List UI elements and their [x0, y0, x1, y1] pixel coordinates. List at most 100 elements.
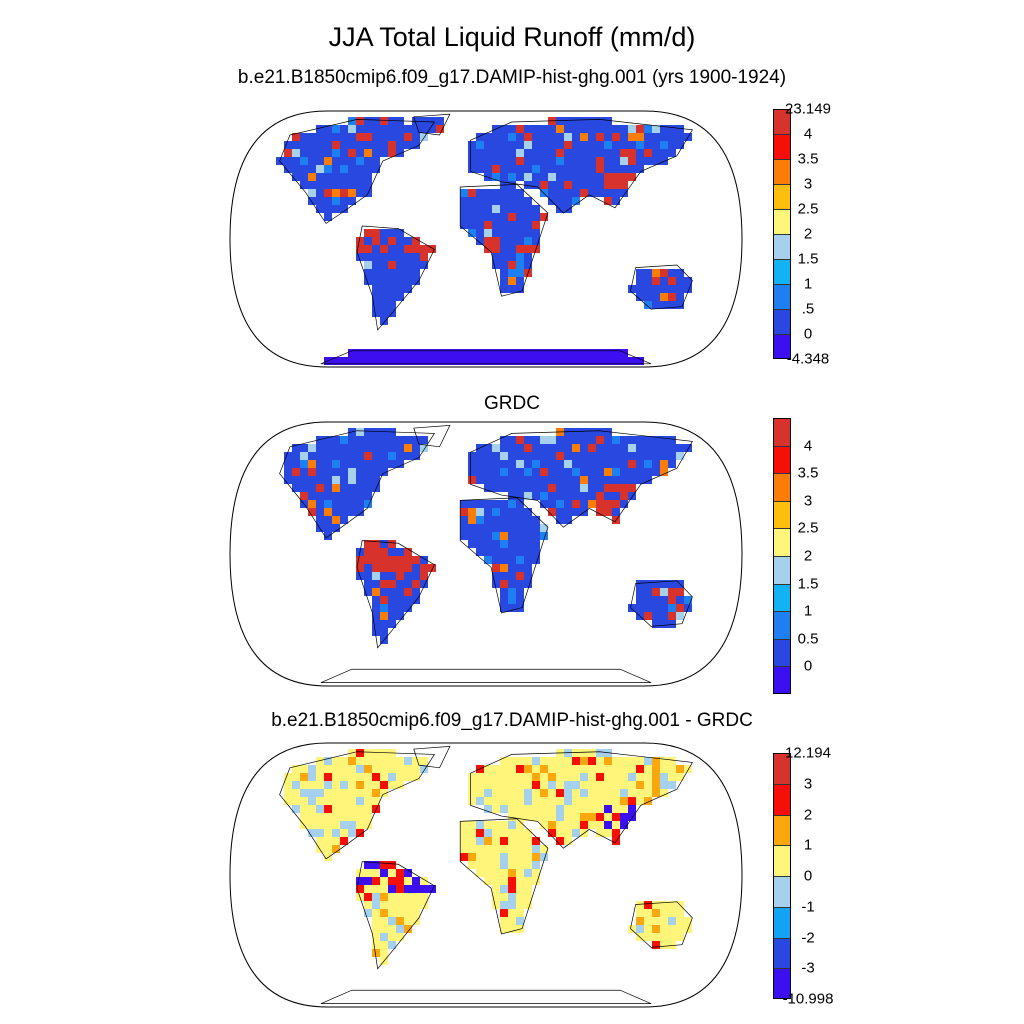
grid-cell: [524, 885, 532, 893]
grid-cell: [500, 237, 508, 245]
grid-cell: [468, 853, 476, 861]
grid-cell: [372, 357, 380, 365]
colorbar-segment: [773, 556, 791, 584]
grid-cell: [540, 757, 548, 765]
grid-cell: [492, 357, 500, 365]
grid-cell: [468, 221, 476, 229]
grid-cell: [476, 468, 484, 476]
grid-cell: [380, 317, 388, 325]
grid-cell: [500, 157, 508, 165]
grid-cell: [484, 765, 492, 773]
grid-cell: [500, 149, 508, 157]
grid-cell: [628, 781, 636, 789]
grid-cell: [540, 805, 548, 813]
grid-cell: [524, 460, 532, 468]
grid-cell: [380, 452, 388, 460]
grid-cell: [588, 460, 596, 468]
grid-cell: [556, 500, 564, 508]
grid-cell: [484, 853, 492, 861]
grid-cell: [612, 757, 620, 765]
grid-cell: [668, 604, 676, 612]
grid-cell: [500, 229, 508, 237]
grid-cell: [524, 436, 532, 444]
grid-cell: [460, 821, 468, 829]
grid-cell: [636, 285, 644, 293]
grid-cell: [324, 460, 332, 468]
grid-cell: [588, 133, 596, 141]
grid-cell: [564, 797, 572, 805]
grid-cell: [604, 821, 612, 829]
grid-cell: [548, 133, 556, 141]
grid-cell: [388, 436, 396, 444]
grid-cell: [612, 149, 620, 157]
grid-cell: [316, 141, 324, 149]
grid-cell: [420, 757, 428, 765]
grid-cell: [500, 893, 508, 901]
grid-cell: [548, 484, 556, 492]
grid-cell: [484, 789, 492, 797]
grid-cell: [428, 349, 436, 357]
grid-cell: [580, 117, 588, 125]
grid-cell: [340, 821, 348, 829]
grid-cell: [396, 580, 404, 588]
grid-cell: [612, 189, 620, 197]
grid-cell: [284, 157, 292, 165]
grid-cell: [636, 765, 644, 773]
grid-cell: [324, 165, 332, 173]
grid-cell: [620, 181, 628, 189]
grid-cell: [500, 901, 508, 909]
grid-cell: [316, 797, 324, 805]
grid-cell: [484, 540, 492, 548]
grid-cell: [516, 492, 524, 500]
grid-cell: [492, 460, 500, 468]
grid-cell: [676, 925, 684, 933]
grid-cell: [460, 349, 468, 357]
grid-cell: [348, 349, 356, 357]
grid-cell: [604, 149, 612, 157]
grid-cell: [396, 293, 404, 301]
grid-cell: [292, 173, 300, 181]
grid-cell: [348, 797, 356, 805]
grid-cell: [292, 157, 300, 165]
grid-cell: [420, 893, 428, 901]
grid-cell: [380, 269, 388, 277]
grid-cell: [396, 588, 404, 596]
grid-cell: [468, 508, 476, 516]
grid-cell: [332, 484, 340, 492]
grid-cell: [644, 476, 652, 484]
grid-cell: [556, 813, 564, 821]
grid-cell: [372, 933, 380, 941]
grid-cell: [388, 757, 396, 765]
grid-cell: [356, 460, 364, 468]
grid-cell: [468, 516, 476, 524]
grid-cell: [412, 452, 420, 460]
grid-cell: [484, 532, 492, 540]
grid-cell: [620, 484, 628, 492]
grid-cell: [332, 133, 340, 141]
grid-cell: [332, 821, 340, 829]
grid-cell: [524, 757, 532, 765]
grid-cell: [628, 492, 636, 500]
grid-cell: [412, 269, 420, 277]
grid-cell: [372, 612, 380, 620]
grid-cell: [316, 516, 324, 524]
grid-cell: [676, 293, 684, 301]
grid-cell: [572, 149, 580, 157]
grid-cell: [556, 436, 564, 444]
grid-cell: [588, 813, 596, 821]
grid-cell: [548, 829, 556, 837]
grid-cell: [652, 781, 660, 789]
grid-cell: [532, 797, 540, 805]
grid-cell: [396, 925, 404, 933]
grid-cell: [556, 444, 564, 452]
grid-cell: [324, 532, 332, 540]
grid-cell: [636, 157, 644, 165]
grid-cell: [292, 484, 300, 492]
grid-cell: [372, 941, 380, 949]
grid-cell: [540, 357, 548, 365]
grid-cell: [492, 861, 500, 869]
grid-cell: [412, 564, 420, 572]
grid-cell: [588, 436, 596, 444]
grid-cell: [292, 797, 300, 805]
grid-cell: [476, 853, 484, 861]
